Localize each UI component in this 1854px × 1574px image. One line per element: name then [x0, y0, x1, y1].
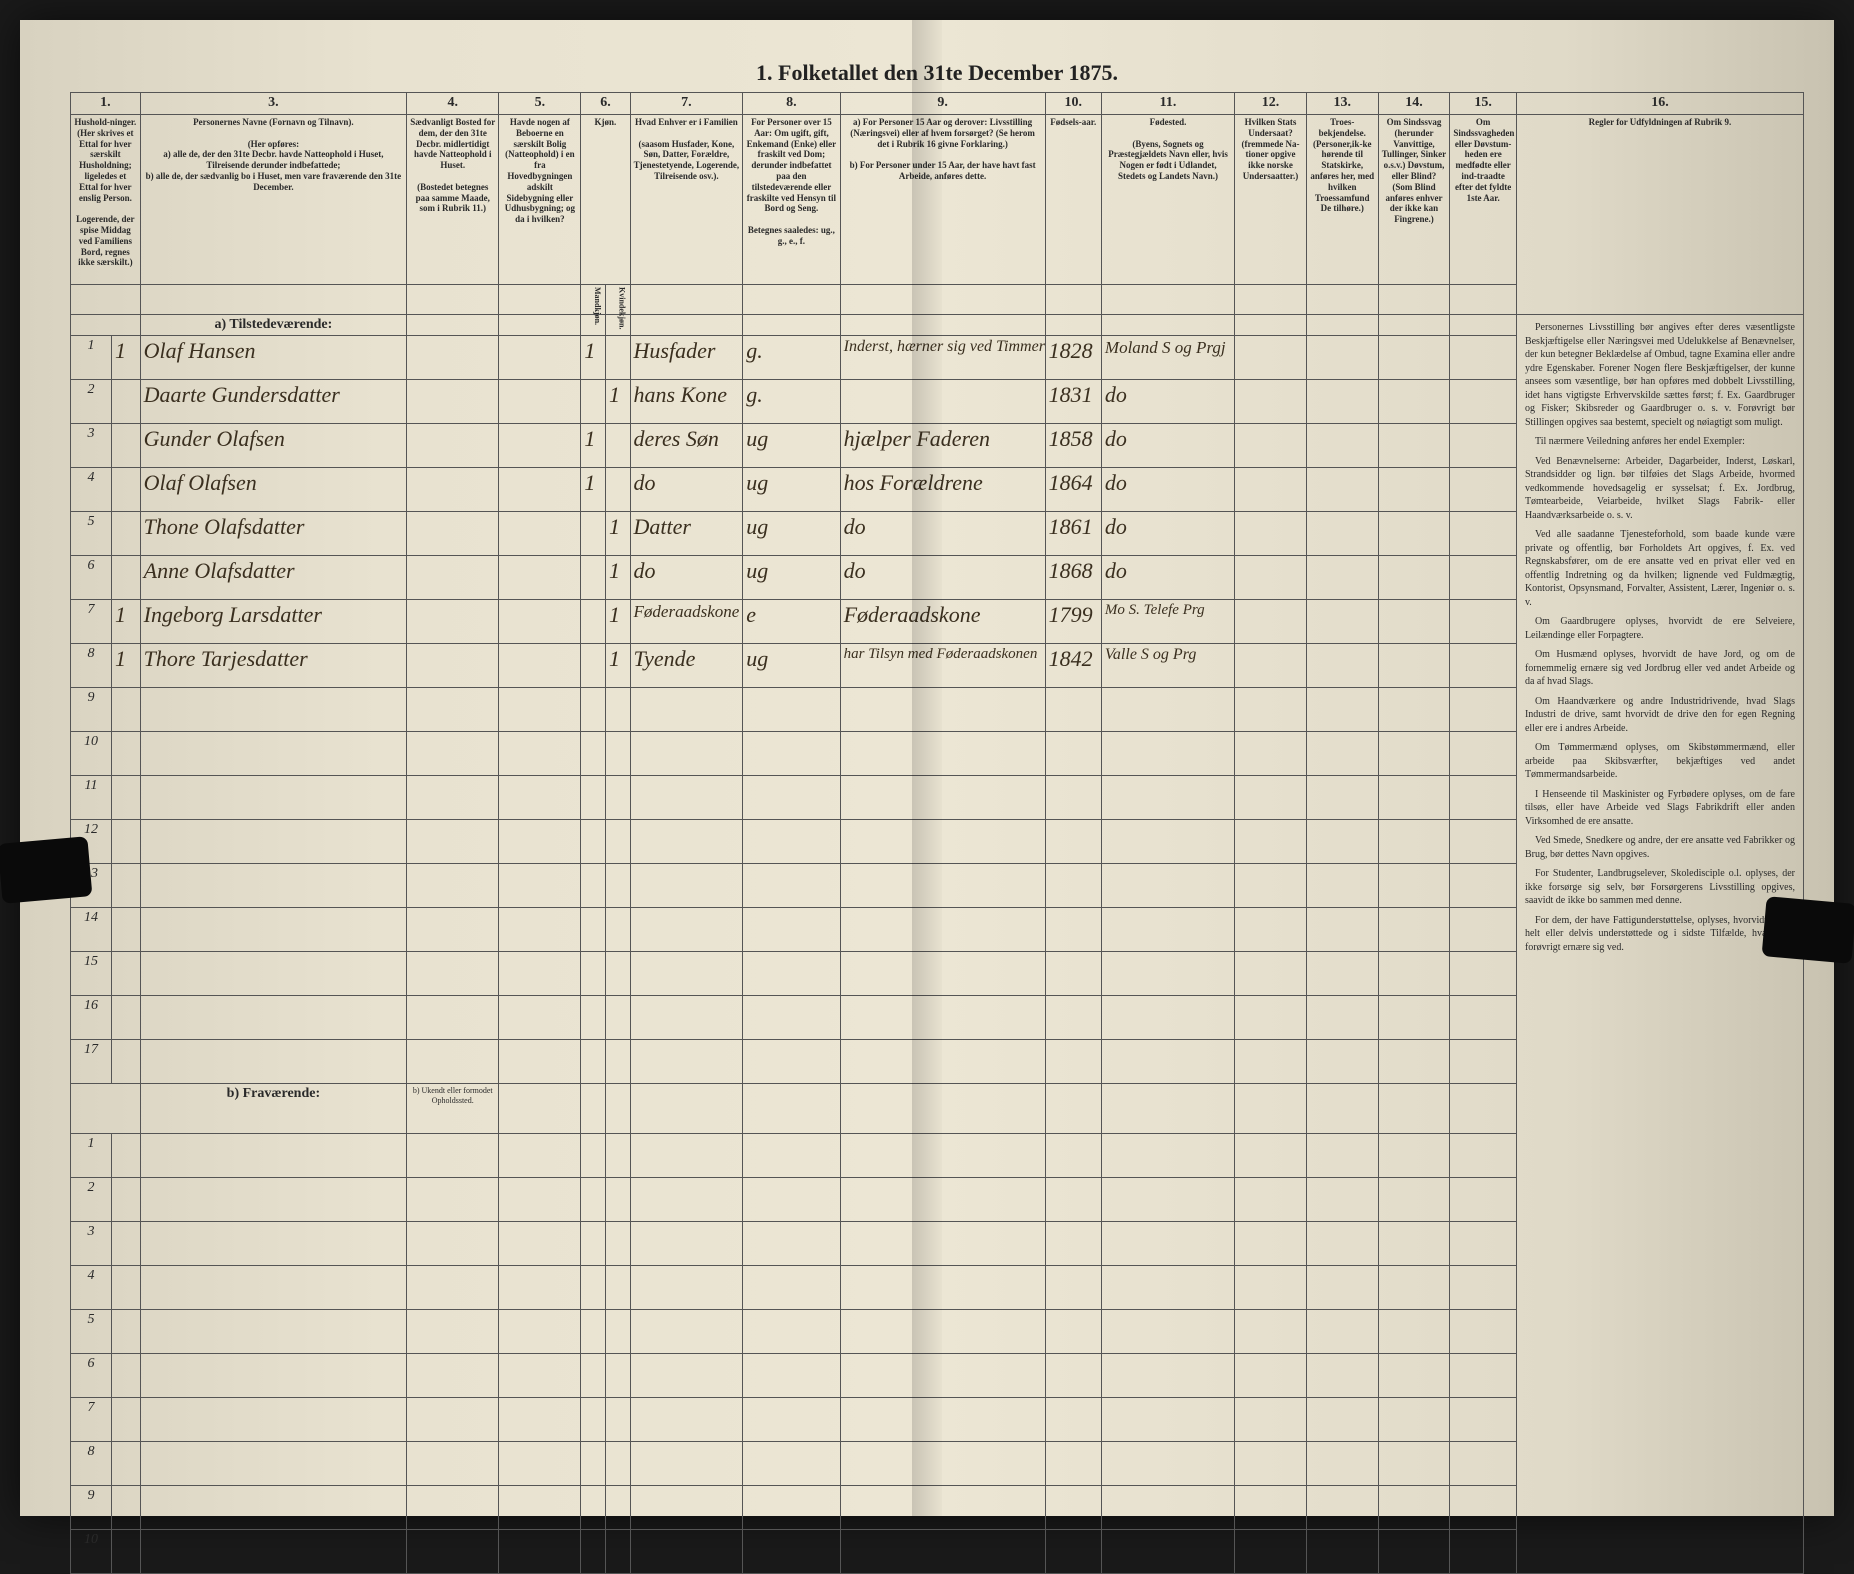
- header-family-role: Hvad Enhver er i Familien (saasom Husfad…: [630, 115, 743, 285]
- colnum-12: 12.: [1235, 93, 1307, 115]
- colnum-15: 15.: [1450, 93, 1517, 115]
- header-disability: Om Sindssvag (herunder Vanvittige, Tulli…: [1378, 115, 1450, 285]
- colnum-13: 13.: [1306, 93, 1378, 115]
- section-a-label: a) Tilstedeværende:: [140, 315, 406, 336]
- header-birthyear: Fødsels-aar.: [1045, 115, 1101, 285]
- subhead-male: Mandkjøn.: [581, 285, 606, 315]
- census-table: 1. 3. 4. 5. 6. 7. 8. 9. 10. 11. 12. 13. …: [70, 92, 1804, 1574]
- section-a-row: a) Tilstedeværende: Personernes Livsstil…: [71, 315, 1804, 336]
- colnum-6: 6.: [581, 93, 630, 115]
- header-religion: Troes-bekjendelse. (Personer,ik-ke høren…: [1306, 115, 1378, 285]
- colnum-8: 8.: [743, 93, 840, 115]
- colnum-7: 7.: [630, 93, 743, 115]
- header-rules: Regler for Udfyldningen af Rubrik 9.: [1516, 115, 1803, 315]
- header-birthplace: Fødested. (Byens, Sognets og Præstegjæld…: [1101, 115, 1234, 285]
- column-number-row: 1. 3. 4. 5. 6. 7. 8. 9. 10. 11. 12. 13. …: [71, 93, 1804, 115]
- header-marital: For Personer over 15 Aar: Om ugift, gift…: [743, 115, 840, 285]
- header-residence: Sædvanligt Bosted for dem, der den 31te …: [407, 115, 499, 285]
- colnum-1: 1.: [71, 93, 141, 115]
- colnum-11: 11.: [1101, 93, 1234, 115]
- colnum-4: 4.: [407, 93, 499, 115]
- instructions-column: Personernes Livsstilling bør angives eft…: [1516, 315, 1803, 1574]
- header-row: Hushold-ninger. (Her skrives et Ettal fo…: [71, 115, 1804, 285]
- header-congenital: Om Sindssvagheden eller Døvstum-heden er…: [1450, 115, 1517, 285]
- binder-clip-left: [0, 836, 92, 904]
- subhead-female: Kvindekjøn.: [605, 285, 630, 315]
- colnum-5: 5.: [499, 93, 581, 115]
- colnum-16: 16.: [1516, 93, 1803, 115]
- binder-clip-right: [1762, 896, 1854, 964]
- section-b-label: b) Fraværende:: [140, 1084, 406, 1134]
- section-b-col4: b) Ukendt eller formodet Opholdssted.: [407, 1084, 499, 1134]
- colnum-3: 3.: [140, 93, 406, 115]
- header-dwelling: Havde nogen af Beboerne en særskilt Boli…: [499, 115, 581, 285]
- census-ledger-page: 1. Folketallet den 31te December 1875. 1…: [20, 20, 1834, 1516]
- header-sex: Kjøn.: [581, 115, 630, 285]
- page-title: 1. Folketallet den 31te December 1875.: [70, 60, 1804, 86]
- colnum-9: 9.: [840, 93, 1045, 115]
- header-households: Hushold-ninger. (Her skrives et Ettal fo…: [71, 115, 141, 285]
- colnum-14: 14.: [1378, 93, 1450, 115]
- header-occupation: a) For Personer 15 Aar og derover: Livss…: [840, 115, 1045, 285]
- header-names: Personernes Navne (Fornavn og Tilnavn). …: [140, 115, 406, 285]
- colnum-10: 10.: [1045, 93, 1101, 115]
- header-nationality: Hvilken Stats Undersaat? (fremmede Na-ti…: [1235, 115, 1307, 285]
